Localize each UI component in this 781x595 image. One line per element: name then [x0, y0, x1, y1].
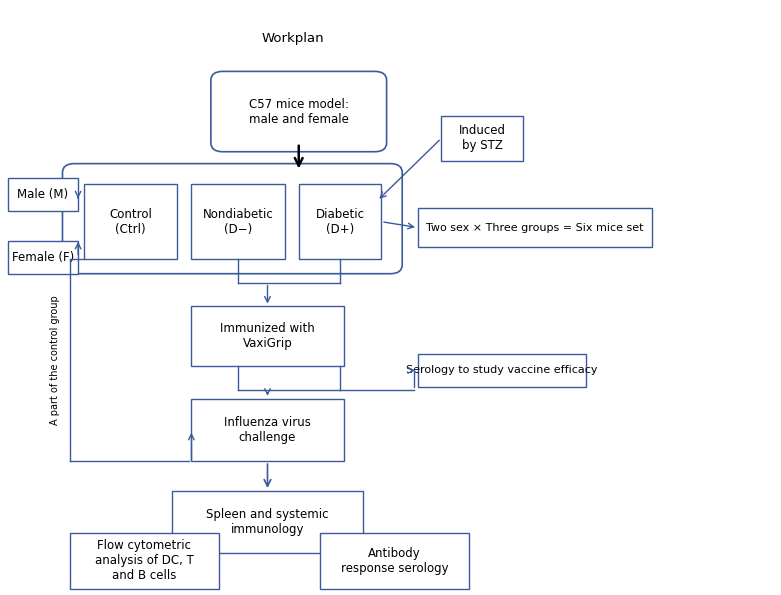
FancyBboxPatch shape — [320, 533, 469, 589]
Text: Induced
by STZ: Induced by STZ — [458, 124, 506, 152]
Text: Serology to study vaccine efficacy: Serology to study vaccine efficacy — [406, 365, 597, 375]
FancyBboxPatch shape — [84, 184, 177, 259]
FancyBboxPatch shape — [8, 241, 78, 274]
Text: Influenza virus
challenge: Influenza virus challenge — [224, 416, 311, 444]
Text: Diabetic
(D+): Diabetic (D+) — [316, 208, 365, 236]
Text: Immunized with
VaxiGrip: Immunized with VaxiGrip — [220, 322, 315, 350]
FancyBboxPatch shape — [418, 208, 652, 247]
FancyBboxPatch shape — [172, 491, 363, 553]
Text: Antibody
response serology: Antibody response serology — [341, 547, 448, 575]
Text: Male (M): Male (M) — [17, 189, 69, 201]
Text: Control
(Ctrl): Control (Ctrl) — [109, 208, 152, 236]
FancyBboxPatch shape — [191, 399, 344, 461]
Text: Nondiabetic
(D−): Nondiabetic (D−) — [203, 208, 273, 236]
Text: Flow cytometric
analysis of DC, T
and B cells: Flow cytometric analysis of DC, T and B … — [95, 539, 194, 583]
Text: A part of the control group: A part of the control group — [51, 295, 60, 425]
FancyBboxPatch shape — [191, 184, 285, 259]
FancyBboxPatch shape — [211, 71, 387, 152]
Text: Two sex × Three groups = Six mice set: Two sex × Three groups = Six mice set — [426, 223, 644, 233]
FancyBboxPatch shape — [70, 533, 219, 589]
Text: Spleen and systemic
immunology: Spleen and systemic immunology — [206, 508, 329, 536]
FancyBboxPatch shape — [418, 354, 586, 387]
FancyBboxPatch shape — [8, 178, 78, 211]
FancyBboxPatch shape — [441, 116, 523, 161]
FancyBboxPatch shape — [191, 306, 344, 366]
FancyBboxPatch shape — [299, 184, 381, 259]
Text: Female (F): Female (F) — [12, 251, 74, 264]
Text: Workplan: Workplan — [262, 32, 324, 45]
Text: C57 mice model:
male and female: C57 mice model: male and female — [249, 98, 348, 126]
FancyBboxPatch shape — [62, 164, 402, 274]
